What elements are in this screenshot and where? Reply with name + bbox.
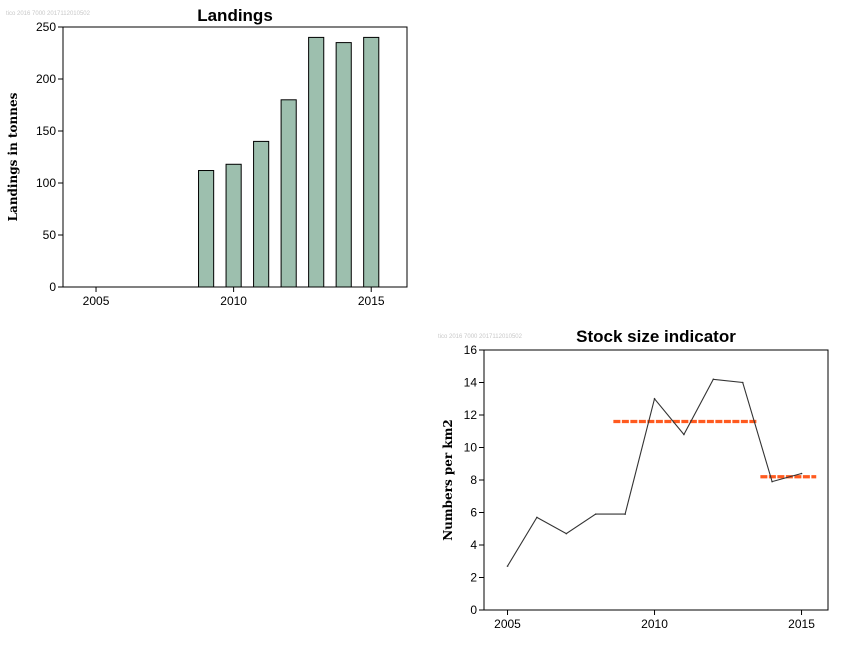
y-tick-label: 8 xyxy=(470,473,477,487)
data-point-2014 xyxy=(771,480,773,483)
y-tick-label: 10 xyxy=(464,441,478,455)
data-point-2012 xyxy=(712,378,715,381)
bar-2014 xyxy=(335,42,352,288)
y-axis-label: Landings in tonnes xyxy=(6,92,20,221)
y-tick-label: 250 xyxy=(36,20,56,34)
y-tick-label: 4 xyxy=(470,538,477,552)
data-point-2008 xyxy=(594,513,597,515)
data-point-2010 xyxy=(653,397,656,400)
series-line-1 xyxy=(507,378,802,567)
data-point-2007 xyxy=(565,532,568,535)
chart-title: Landings xyxy=(197,6,273,25)
y-tick-label: 6 xyxy=(470,506,477,520)
y-tick-label: 100 xyxy=(36,176,56,190)
bar-2015 xyxy=(363,36,380,288)
bar-2009 xyxy=(198,170,215,288)
x-tick-label: 2005 xyxy=(494,617,521,631)
data-point-2005 xyxy=(506,565,509,567)
x-tick-label: 2010 xyxy=(641,617,668,631)
y-tick-label: 12 xyxy=(464,408,478,422)
y-tick-label: 2 xyxy=(470,571,477,585)
data-point-2013 xyxy=(741,381,744,384)
bar-2011 xyxy=(253,140,270,288)
chart-title: Stock size indicator xyxy=(576,327,736,346)
x-tick-label: 2010 xyxy=(220,294,247,308)
y-tick-label: 14 xyxy=(464,376,478,390)
y-tick-label: 0 xyxy=(49,280,56,294)
data-point-2009 xyxy=(624,513,626,515)
x-tick-label: 2015 xyxy=(788,617,815,631)
corner-stamp: tico 2016 7000 2017112010502 xyxy=(6,11,91,17)
bar-2013 xyxy=(308,36,325,288)
y-tick-label: 50 xyxy=(43,228,57,242)
corner-stamp: tico 2016 7000 2017112010502 xyxy=(438,334,523,340)
y-tick-label: 200 xyxy=(36,72,56,86)
data-point-2015 xyxy=(800,472,803,475)
x-tick-label: 2005 xyxy=(83,294,110,308)
bar-2012 xyxy=(280,99,297,288)
y-tick-label: 150 xyxy=(36,124,56,138)
landings-chart: Landings tico 2016 7000 2017112010502 Land… xyxy=(6,6,408,308)
data-point-2011 xyxy=(683,433,685,436)
y-tick-label: 16 xyxy=(464,343,478,357)
y-axis-label: Numbers per km2 xyxy=(441,419,455,541)
x-tick-label: 2015 xyxy=(358,294,385,308)
bar-2010 xyxy=(225,163,242,288)
data-point-2006 xyxy=(536,516,538,519)
y-tick-label: 0 xyxy=(470,603,477,617)
stock-size-chart: Stock size indicator tico 2016 7000 20171… xyxy=(438,327,829,631)
